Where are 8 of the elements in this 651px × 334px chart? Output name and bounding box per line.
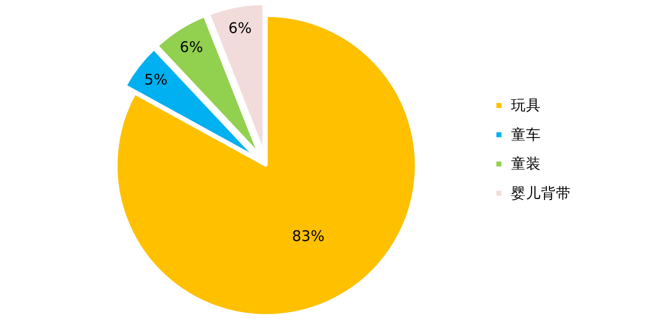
legend-label: 童装 — [510, 156, 541, 172]
legend-label: 童车 — [510, 126, 541, 144]
data-label: 6% — [180, 39, 204, 56]
legend-label: 婴儿背带 — [510, 184, 571, 202]
data-label: 5% — [144, 72, 168, 88]
data-label: 83% — [292, 228, 325, 246]
data-label: 6% — [228, 20, 252, 37]
legend-label: 玩具 — [510, 97, 541, 114]
